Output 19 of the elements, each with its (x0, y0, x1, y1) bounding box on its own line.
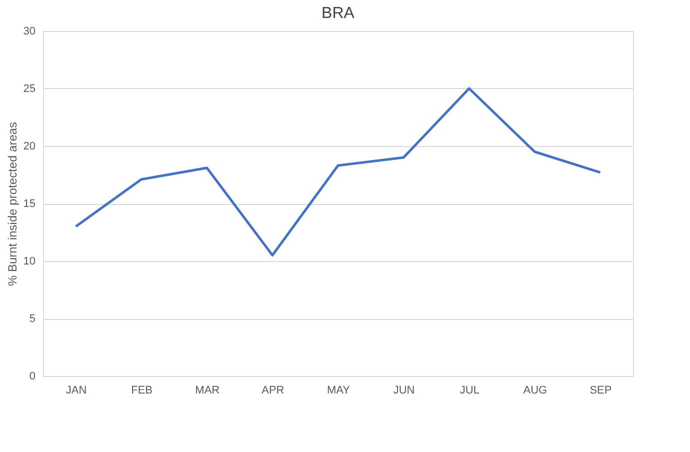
y-tick-label: 10 (23, 256, 36, 268)
y-tick-label: 5 (29, 313, 36, 325)
x-tick-label: SEP (590, 384, 612, 396)
line-series (74, 87, 602, 256)
x-tick-label: JUN (393, 384, 415, 396)
chart-title: BRA (322, 5, 355, 22)
y-tick-label: 30 (23, 26, 36, 38)
y-tick-label: 0 (29, 370, 36, 382)
x-tick-label: APR (262, 384, 284, 396)
y-tick-label: 20 (23, 140, 36, 152)
x-tick-label: AUG (523, 384, 548, 396)
y-tick-label: 25 (23, 83, 36, 95)
x-tick-label: FEB (131, 384, 153, 396)
y-axis-title: % Burnt inside protected areas (5, 122, 20, 286)
x-tick-label: MAY (326, 384, 351, 396)
x-tick-label: MAR (195, 384, 220, 396)
x-tick-label: JUL (460, 384, 480, 396)
x-tick-label: JAN (66, 384, 87, 396)
y-tick-label: 15 (23, 198, 36, 210)
